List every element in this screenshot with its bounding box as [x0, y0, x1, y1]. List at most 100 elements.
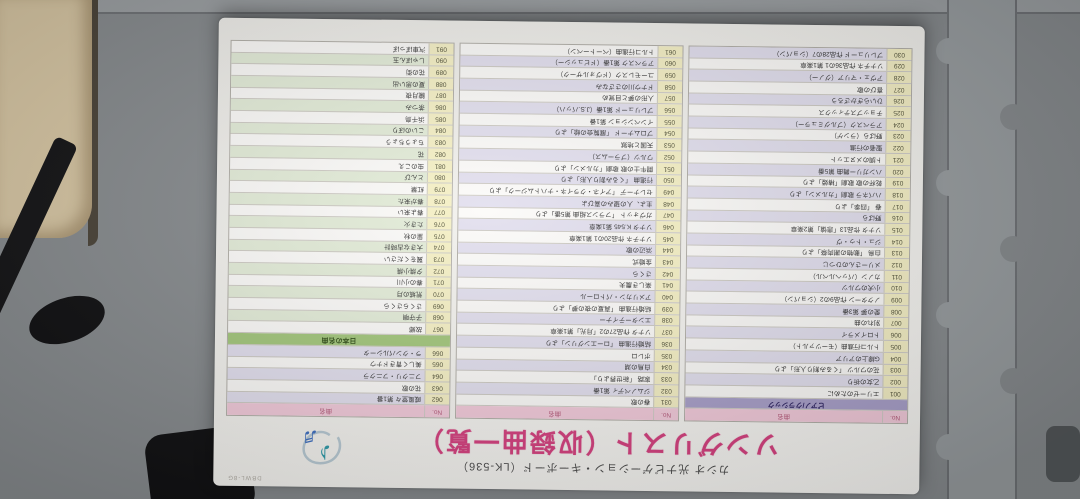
page-title: ソングリスト（収録曲一覧）	[415, 425, 780, 460]
music-notes-ornament: ♪ ♬	[297, 426, 342, 469]
song-number-cell: 020	[884, 165, 911, 177]
song-number-cell: 031	[653, 396, 679, 408]
song-number-cell: 060	[657, 57, 683, 69]
song-number-cell: 007	[883, 317, 909, 329]
song-number-cell: 012	[883, 259, 909, 271]
song-number-cell: 025	[885, 107, 911, 119]
song-number-cell: 068	[425, 312, 451, 324]
mat-puzzle-knob	[1000, 104, 1026, 130]
song-number-cell: 061	[657, 46, 683, 58]
song-number-cell: 081	[427, 160, 453, 172]
song-number-cell: 055	[656, 116, 682, 128]
song-number-cell: 033	[653, 373, 679, 385]
song-column-3: No. 曲名 062 威風堂々 第1番 063 花の歌 064 フニクリ・フニクラ 065 美しく…	[226, 39, 455, 419]
song-number-cell: 044	[655, 244, 681, 256]
card-content: カシオ 光ナビゲーション・キーボード（LK-536） ソングリスト（収録曲一覧）…	[213, 18, 925, 495]
song-number-cell: 072	[425, 265, 451, 277]
song-number-cell: 010	[883, 282, 909, 294]
song-number-cell: 067	[425, 323, 451, 335]
song-table: No. 曲名 ピアノ/クラシック 001 エリーゼのために 002 乙女の祈り 003 花のワル…	[226, 39, 913, 425]
song-number-cell: 028	[886, 72, 912, 84]
song-number-cell: 032	[653, 384, 679, 396]
song-number-cell: 029	[886, 60, 912, 72]
song-number-cell: 003	[882, 364, 908, 376]
svg-text:♪: ♪	[318, 439, 331, 469]
mat-gap-shadow	[1046, 426, 1080, 482]
song-number-cell: 087	[427, 90, 454, 102]
song-number-cell: 063	[424, 382, 450, 394]
song-number-cell: 057	[656, 92, 682, 104]
song-number-cell: 018	[884, 189, 910, 201]
song-number-cell: 064	[424, 370, 450, 382]
no-column-header: No.	[881, 411, 908, 424]
song-number-cell: 052	[656, 151, 682, 163]
song-number-cell: 030	[886, 48, 912, 60]
song-number-cell: 011	[883, 270, 909, 282]
mat-puzzle-knob	[1000, 236, 1026, 262]
song-number-cell: 024	[885, 118, 911, 130]
song-column-2: No. 曲名 031 春の歌 032 ジムノペディ 第1番 033 家路 「新世界より」 034…	[455, 42, 684, 422]
name-column-header: 曲名	[684, 408, 883, 423]
song-number-cell: 019	[884, 177, 910, 189]
song-number-cell: 014	[884, 235, 910, 247]
song-number-cell: 065	[424, 358, 450, 370]
song-number-cell: 059	[657, 69, 683, 81]
song-number-cell: 035	[653, 349, 679, 361]
song-number-cell: 005	[882, 341, 908, 353]
song-number-cell: 023	[885, 130, 911, 142]
print-code: DBWL-8G	[227, 473, 262, 481]
song-number-cell: 026	[885, 95, 911, 107]
song-number-cell: 004	[882, 352, 908, 364]
song-number-cell: 034	[653, 361, 679, 373]
song-number-cell: 046	[655, 221, 681, 233]
song-number-cell: 045	[655, 233, 681, 245]
song-number-cell: 073	[425, 253, 452, 265]
song-number-cell: 027	[885, 83, 912, 95]
song-number-cell: 054	[656, 127, 682, 139]
song-title-cell: 故郷	[409, 325, 423, 333]
song-number-cell: 089	[428, 66, 454, 78]
chair-leg-foot	[23, 287, 111, 353]
song-number-cell: 091	[428, 43, 454, 55]
no-column-header: No.	[424, 405, 450, 418]
song-number-cell: 062	[424, 393, 450, 405]
beige-mat-edge	[88, 0, 98, 246]
song-number-cell: 017	[884, 200, 910, 212]
song-number-cell: 086	[427, 101, 453, 113]
song-number-cell: 015	[884, 224, 910, 236]
song-number-cell: 048	[655, 197, 681, 209]
song-number-cell: 090	[428, 54, 454, 66]
mat-puzzle-knob	[936, 38, 962, 64]
song-number-cell: 002	[882, 376, 908, 388]
song-number-cell: 082	[427, 148, 453, 160]
song-number-cell: 047	[655, 209, 681, 221]
song-number-cell: 001	[882, 387, 908, 399]
song-number-cell: 036	[653, 338, 679, 350]
song-number-cell: 042	[654, 268, 680, 280]
song-number-cell: 083	[427, 136, 453, 148]
song-number-cell: 037	[654, 326, 680, 338]
name-column-header: 曲名	[227, 403, 425, 418]
song-column-1: No. 曲名 ピアノ/クラシック 001 エリーゼのために 002 乙女の祈り 003 花のワル…	[683, 45, 913, 425]
song-number-cell: 085	[427, 113, 453, 125]
song-number-cell: 006	[882, 329, 909, 341]
song-number-cell: 078	[426, 195, 452, 207]
card-header: カシオ 光ナビゲーション・キーボード（LK-536） ソングリスト（収録曲一覧）…	[225, 416, 908, 488]
no-column-header: No.	[653, 408, 679, 421]
song-number-cell: 041	[654, 279, 680, 291]
svg-text:♬: ♬	[297, 426, 319, 451]
song-number-cell: 084	[427, 125, 453, 137]
song-list-card: カシオ 光ナビゲーション・キーボード（LK-536） ソングリスト（収録曲一覧）…	[213, 17, 925, 495]
song-number-cell: 069	[425, 300, 451, 312]
song-number-cell: 009	[883, 294, 909, 306]
song-number-cell: 056	[656, 104, 682, 116]
song-number-cell: 022	[885, 142, 911, 154]
song-number-cell: 016	[884, 212, 910, 224]
mat-seam-top	[0, 0, 1080, 14]
song-number-cell: 076	[426, 218, 452, 230]
song-number-cell: 066	[424, 347, 450, 359]
song-number-cell: 071	[425, 277, 451, 288]
song-number-cell: 021	[885, 154, 911, 166]
song-number-cell: 074	[426, 241, 452, 253]
